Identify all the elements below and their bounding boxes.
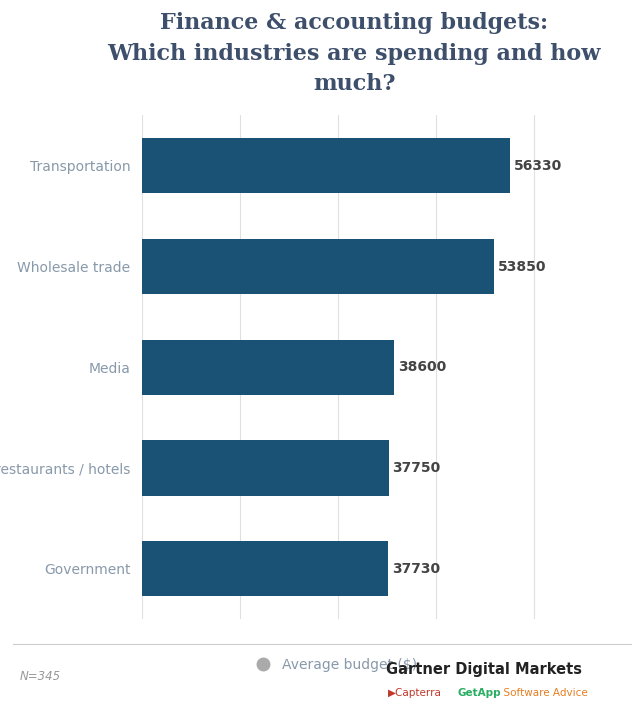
Bar [142, 239, 494, 294]
Text: N=345: N=345 [19, 670, 61, 683]
Text: 37750: 37750 [392, 461, 440, 475]
Title: Finance & accounting budgets:
Which industries are spending and how
much?: Finance & accounting budgets: Which indu… [108, 12, 601, 95]
Text: 38600: 38600 [398, 360, 446, 374]
Text: 37730: 37730 [392, 562, 440, 575]
Text: ▶Capterra: ▶Capterra [388, 688, 442, 698]
Bar [142, 340, 394, 395]
Text: 53850: 53850 [498, 259, 546, 274]
Text: 56330: 56330 [514, 159, 562, 173]
Bar [142, 138, 510, 194]
Bar [142, 541, 388, 596]
Text: Software Advice: Software Advice [497, 688, 588, 698]
Bar [142, 440, 388, 495]
Legend: Average budget ($): Average budget ($) [243, 652, 422, 678]
Text: Gartner Digital Markets: Gartner Digital Markets [386, 662, 582, 677]
Text: GetApp: GetApp [457, 688, 501, 698]
